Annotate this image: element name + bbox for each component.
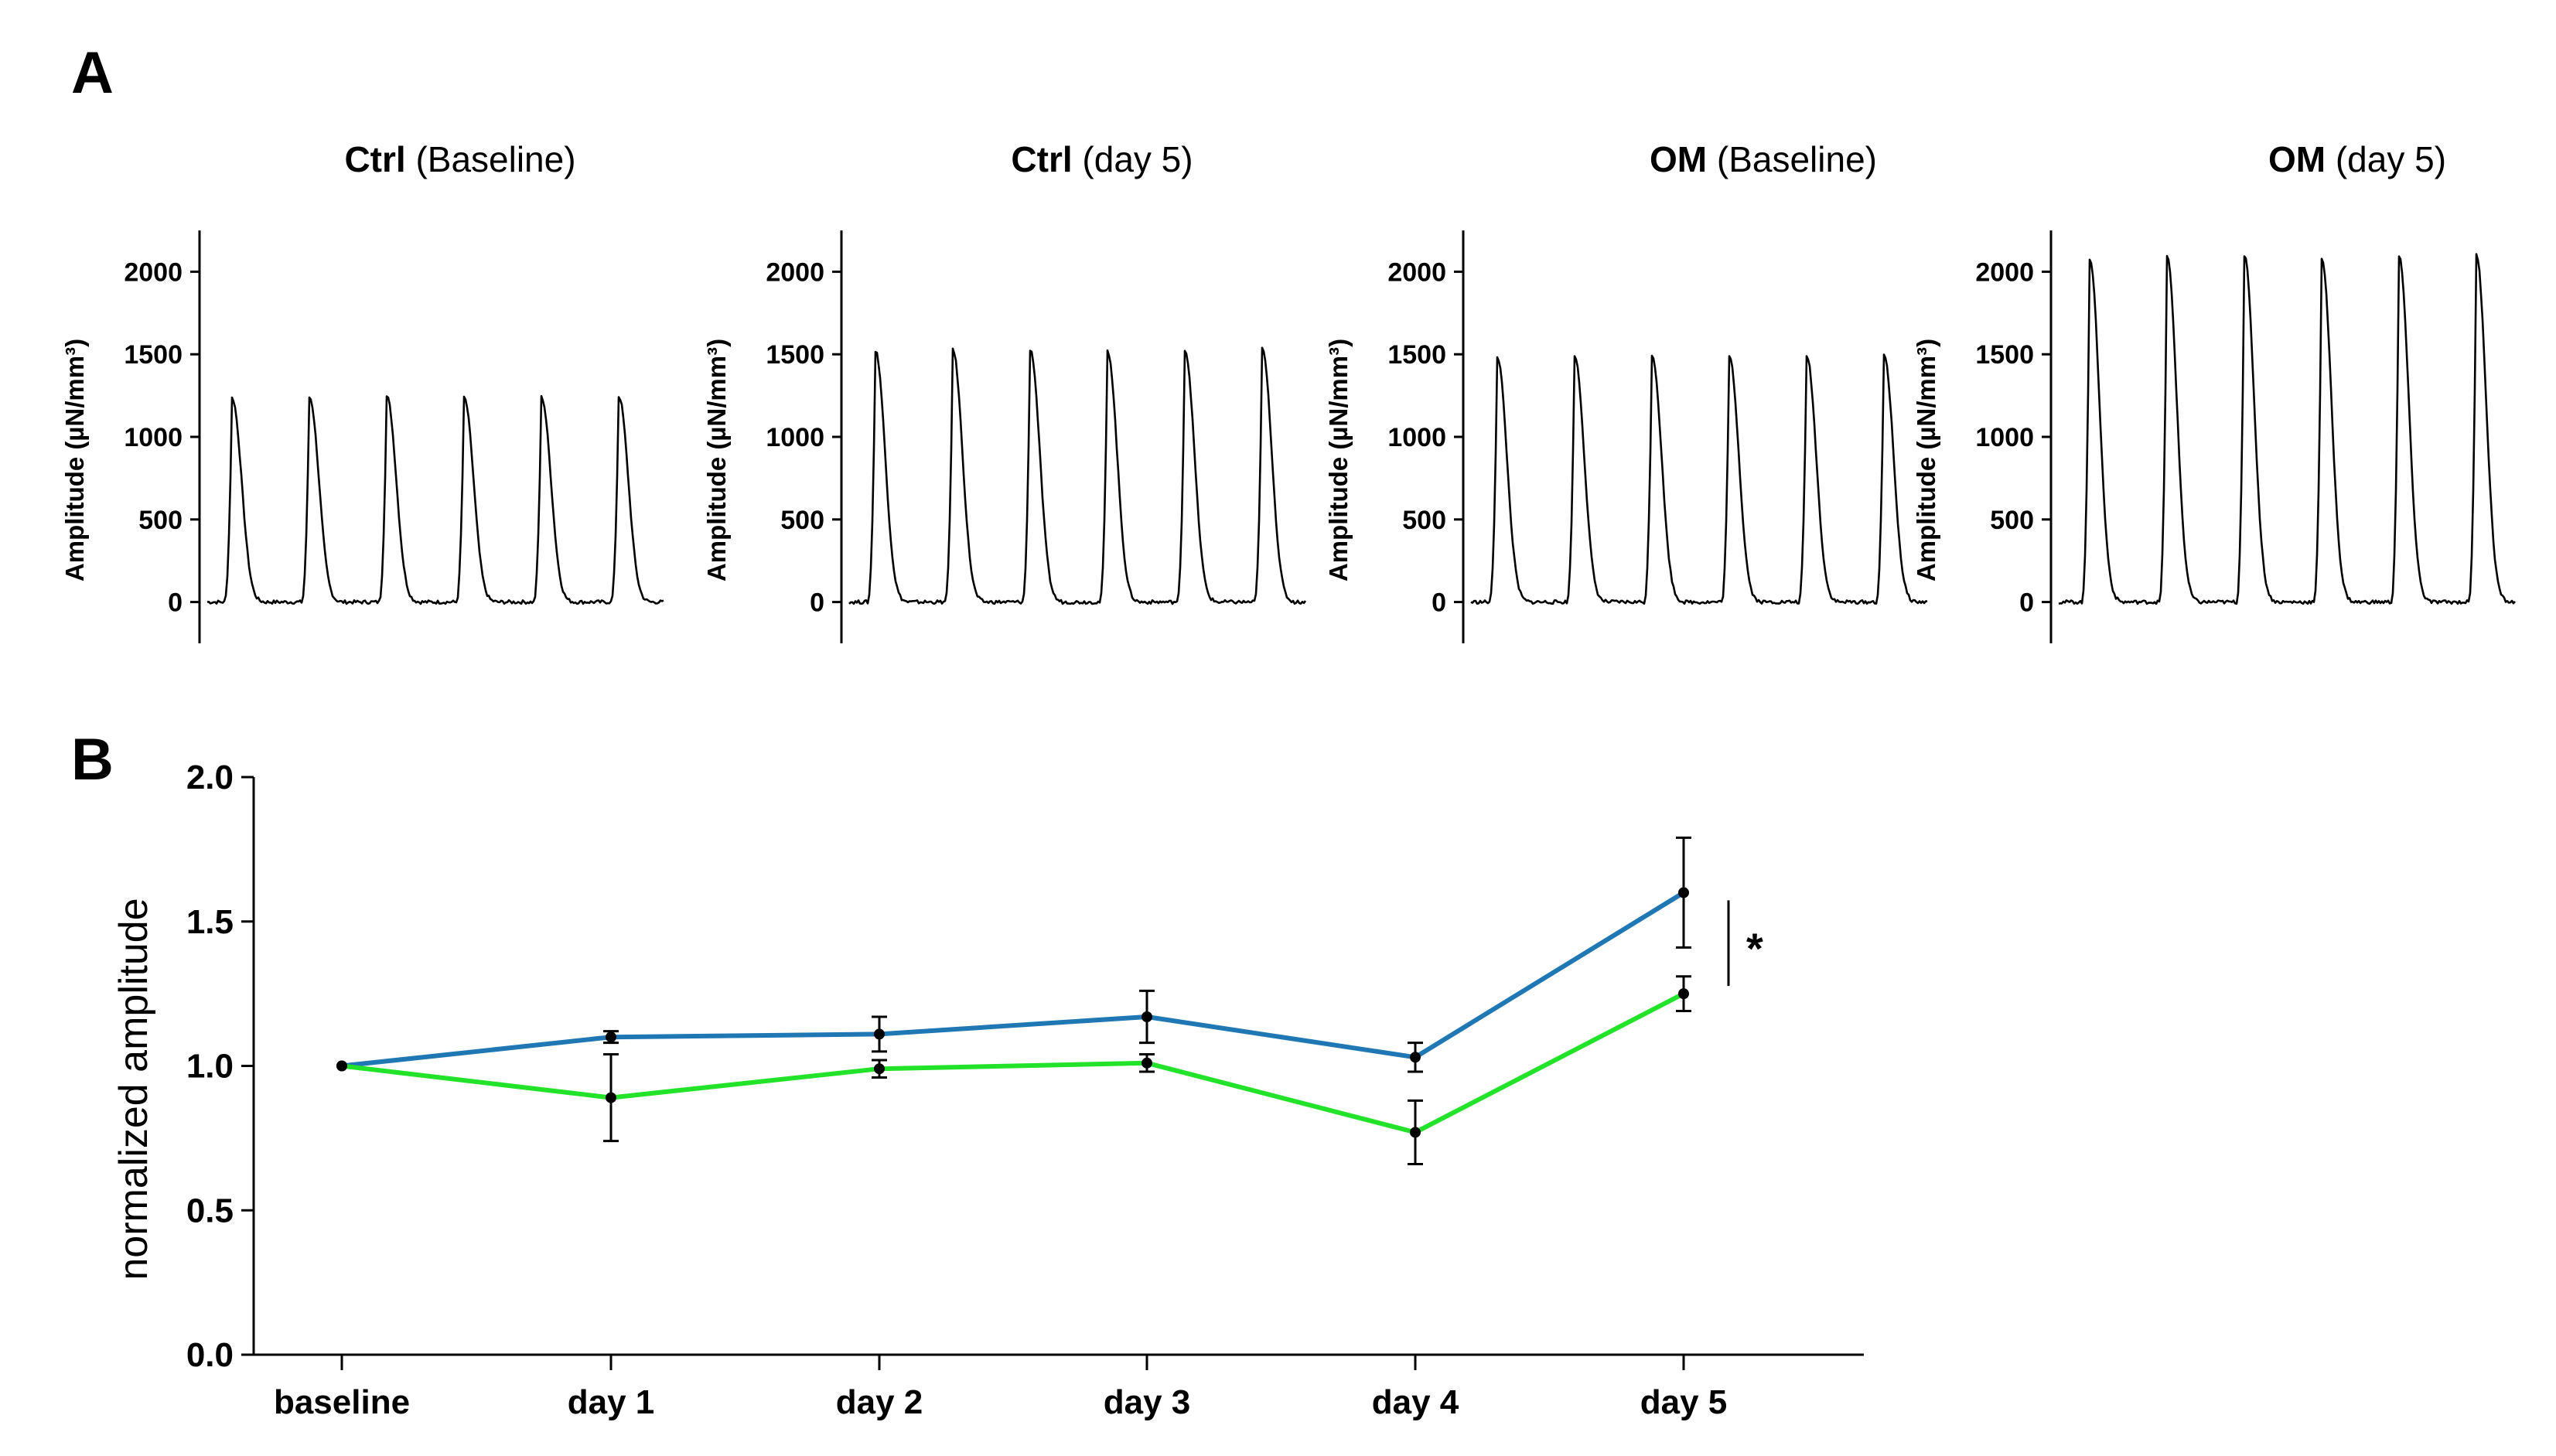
force-trace bbox=[848, 346, 1307, 605]
trace-y-label: Amplitude (µN/mm³) bbox=[702, 339, 731, 581]
trace-title-condition: (Baseline) bbox=[1707, 139, 1877, 179]
x-tick-label: day 3 bbox=[1104, 1383, 1191, 1421]
trace-y-tick-label: 500 bbox=[1402, 506, 1446, 535]
x-tick-label: baseline bbox=[274, 1383, 410, 1421]
trace-y-tick-label: 1000 bbox=[1975, 423, 2034, 452]
trace-panel-2: Ctrl (day 5) 0 500 1000 1500 2000 Amplitude (µ… bbox=[702, 139, 1307, 643]
data-point bbox=[1410, 1127, 1421, 1138]
trace-y-tick-label: 500 bbox=[138, 506, 183, 535]
trace-title-group: Ctrl bbox=[344, 139, 405, 179]
panel-b: 0.0 0.5 1.0 1.5 2.0 baseline day 1 day 2 day 3 da… bbox=[111, 759, 1864, 1421]
trace-y-tick-label: 1500 bbox=[124, 340, 183, 370]
data-point bbox=[1141, 1057, 1152, 1069]
trace-title-4: OM (day 5) bbox=[2268, 139, 2446, 179]
panel-a-letter: A bbox=[71, 40, 114, 106]
trace-y-tick-label: 2000 bbox=[1387, 257, 1446, 287]
trace-title-2: Ctrl (day 5) bbox=[1011, 139, 1193, 179]
trace-title-3: OM (Baseline) bbox=[1650, 139, 1877, 179]
force-trace bbox=[1470, 353, 1928, 605]
trace-panel-3: OM (Baseline) 0 500 1000 1500 2000 Amplitude (… bbox=[1324, 139, 1928, 643]
trace-y-tick-label: 500 bbox=[780, 506, 824, 535]
data-point bbox=[874, 1028, 885, 1040]
trace-y-tick-label: 1500 bbox=[766, 340, 824, 370]
trace-title-condition: (Baseline) bbox=[406, 139, 576, 179]
trace-y-label: Amplitude (µN/mm³) bbox=[60, 339, 89, 581]
trace-y-tick-label: 500 bbox=[1990, 506, 2034, 535]
trace-title-group: OM bbox=[2268, 139, 2326, 179]
x-tick-label: day 4 bbox=[1372, 1383, 1459, 1421]
trace-title-group: OM bbox=[1650, 139, 1707, 179]
x-tick-label: day 2 bbox=[836, 1383, 923, 1421]
trace-y-label: Amplitude (µN/mm³) bbox=[1912, 339, 1940, 581]
x-tick-label: day 5 bbox=[1640, 1383, 1728, 1421]
data-point bbox=[874, 1063, 885, 1075]
trace-y-tick-label: 0 bbox=[810, 588, 824, 618]
panel-a: Ctrl (Baseline) 0 500 1000 1500 2000 Amplitude… bbox=[60, 139, 2516, 643]
y-axis-label: normalized amplitude bbox=[111, 898, 156, 1280]
trace-y-tick-label: 0 bbox=[168, 588, 183, 618]
data-point bbox=[606, 1031, 616, 1043]
force-trace bbox=[206, 394, 664, 605]
significance-mark: * bbox=[1746, 924, 1763, 973]
trace-y-tick-label: 2000 bbox=[124, 257, 183, 287]
trace-y-tick-label: 2000 bbox=[1975, 257, 2034, 287]
y-tick-label: 2.0 bbox=[186, 759, 234, 796]
x-tick-label: day 1 bbox=[568, 1383, 655, 1421]
y-tick-label: 1.5 bbox=[186, 903, 234, 941]
trace-y-tick-label: 1500 bbox=[1975, 340, 2034, 370]
data-point bbox=[1678, 887, 1689, 898]
y-tick-label: 1.0 bbox=[186, 1048, 234, 1086]
trace-title-1: Ctrl (Baseline) bbox=[344, 139, 575, 179]
series-line-1 bbox=[341, 890, 1685, 1069]
trace-title-condition: (day 5) bbox=[2326, 139, 2446, 179]
data-point bbox=[1141, 1011, 1152, 1023]
trace-y-tick-label: 1000 bbox=[766, 423, 824, 452]
data-point bbox=[1410, 1052, 1421, 1063]
trace-y-tick-label: 0 bbox=[2019, 588, 2034, 618]
y-tick-label: 0.5 bbox=[186, 1192, 234, 1229]
trace-y-tick-label: 0 bbox=[1432, 588, 1446, 618]
data-point bbox=[606, 1092, 616, 1103]
trace-y-tick-label: 1000 bbox=[1387, 423, 1446, 452]
panel-b-letter: B bbox=[71, 727, 114, 793]
trace-title-group: Ctrl bbox=[1011, 139, 1072, 179]
force-trace bbox=[2058, 253, 2516, 605]
trace-y-label: Amplitude (µN/mm³) bbox=[1324, 339, 1353, 581]
series-line-2 bbox=[341, 991, 1685, 1135]
trace-y-tick-label: 1000 bbox=[124, 423, 183, 452]
trace-title-condition: (day 5) bbox=[1073, 139, 1193, 179]
trace-y-tick-label: 2000 bbox=[766, 257, 824, 287]
y-tick-label: 0.0 bbox=[186, 1336, 234, 1374]
trace-y-tick-label: 1500 bbox=[1387, 340, 1446, 370]
trace-panel-4: OM (day 5) 0 500 1000 1500 2000 Amplitude (µN/… bbox=[1912, 139, 2516, 643]
data-point bbox=[336, 1060, 347, 1072]
trace-panel-1: Ctrl (Baseline) 0 500 1000 1500 2000 Amplitude… bbox=[60, 139, 664, 643]
data-point bbox=[1678, 988, 1689, 1000]
